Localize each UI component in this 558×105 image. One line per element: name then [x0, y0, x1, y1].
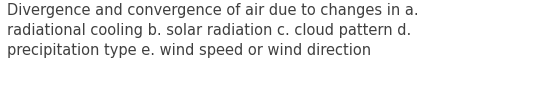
Text: Divergence and convergence of air due to changes in a.
radiational cooling b. so: Divergence and convergence of air due to… [7, 3, 419, 58]
